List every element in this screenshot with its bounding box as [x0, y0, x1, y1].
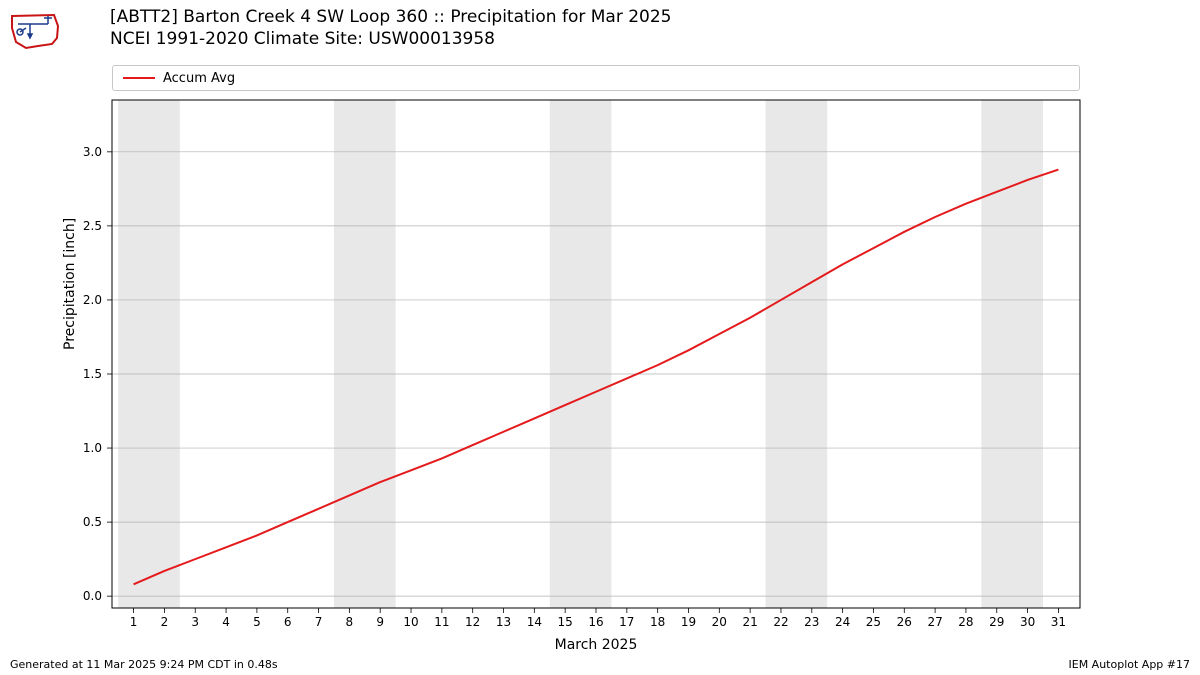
svg-text:2: 2: [161, 615, 169, 629]
svg-text:2.0: 2.0: [83, 293, 102, 307]
svg-text:27: 27: [927, 615, 942, 629]
x-axis-label: March 2025: [112, 637, 1080, 653]
svg-text:8: 8: [346, 615, 354, 629]
title-line-2: NCEI 1991-2020 Climate Site: USW00013958: [110, 28, 672, 50]
svg-text:11: 11: [434, 615, 449, 629]
svg-text:28: 28: [958, 615, 973, 629]
svg-text:21: 21: [742, 615, 757, 629]
svg-text:6: 6: [284, 615, 292, 629]
svg-text:7: 7: [315, 615, 323, 629]
plot-area: 1234567891011121314151617181920212223242…: [112, 100, 1080, 608]
svg-text:31: 31: [1051, 615, 1066, 629]
footer-app: IEM Autoplot App #17: [1069, 658, 1191, 671]
title-line-1: [ABTT2] Barton Creek 4 SW Loop 360 :: Pr…: [110, 6, 672, 28]
chart-title: [ABTT2] Barton Creek 4 SW Loop 360 :: Pr…: [110, 6, 672, 50]
svg-text:1.0: 1.0: [83, 441, 102, 455]
svg-text:1.5: 1.5: [83, 367, 102, 381]
svg-text:25: 25: [866, 615, 881, 629]
chart-svg: 1234567891011121314151617181920212223242…: [112, 100, 1080, 608]
svg-text:30: 30: [1020, 615, 1035, 629]
svg-text:0.0: 0.0: [83, 589, 102, 603]
svg-text:26: 26: [897, 615, 912, 629]
footer-generated: Generated at 11 Mar 2025 9:24 PM CDT in …: [10, 658, 278, 671]
svg-text:20: 20: [712, 615, 727, 629]
svg-text:10: 10: [403, 615, 418, 629]
svg-text:29: 29: [989, 615, 1004, 629]
svg-text:17: 17: [619, 615, 634, 629]
svg-text:12: 12: [465, 615, 480, 629]
iem-logo: [6, 6, 66, 54]
svg-text:9: 9: [376, 615, 384, 629]
svg-text:3: 3: [191, 615, 199, 629]
svg-text:22: 22: [773, 615, 788, 629]
svg-text:18: 18: [650, 615, 665, 629]
svg-text:15: 15: [558, 615, 573, 629]
svg-text:19: 19: [681, 615, 696, 629]
legend-swatch: [123, 77, 155, 79]
svg-text:2.5: 2.5: [83, 219, 102, 233]
svg-text:13: 13: [496, 615, 511, 629]
svg-text:5: 5: [253, 615, 261, 629]
svg-text:0.5: 0.5: [83, 515, 102, 529]
svg-text:4: 4: [222, 615, 230, 629]
legend-label: Accum Avg: [163, 71, 235, 86]
svg-text:23: 23: [804, 615, 819, 629]
svg-text:24: 24: [835, 615, 850, 629]
svg-text:16: 16: [588, 615, 603, 629]
svg-text:1: 1: [130, 615, 138, 629]
legend: Accum Avg: [112, 65, 1080, 91]
y-axis-label: Precipitation [inch]: [62, 218, 78, 350]
svg-text:3.0: 3.0: [83, 145, 102, 159]
svg-text:14: 14: [527, 615, 542, 629]
